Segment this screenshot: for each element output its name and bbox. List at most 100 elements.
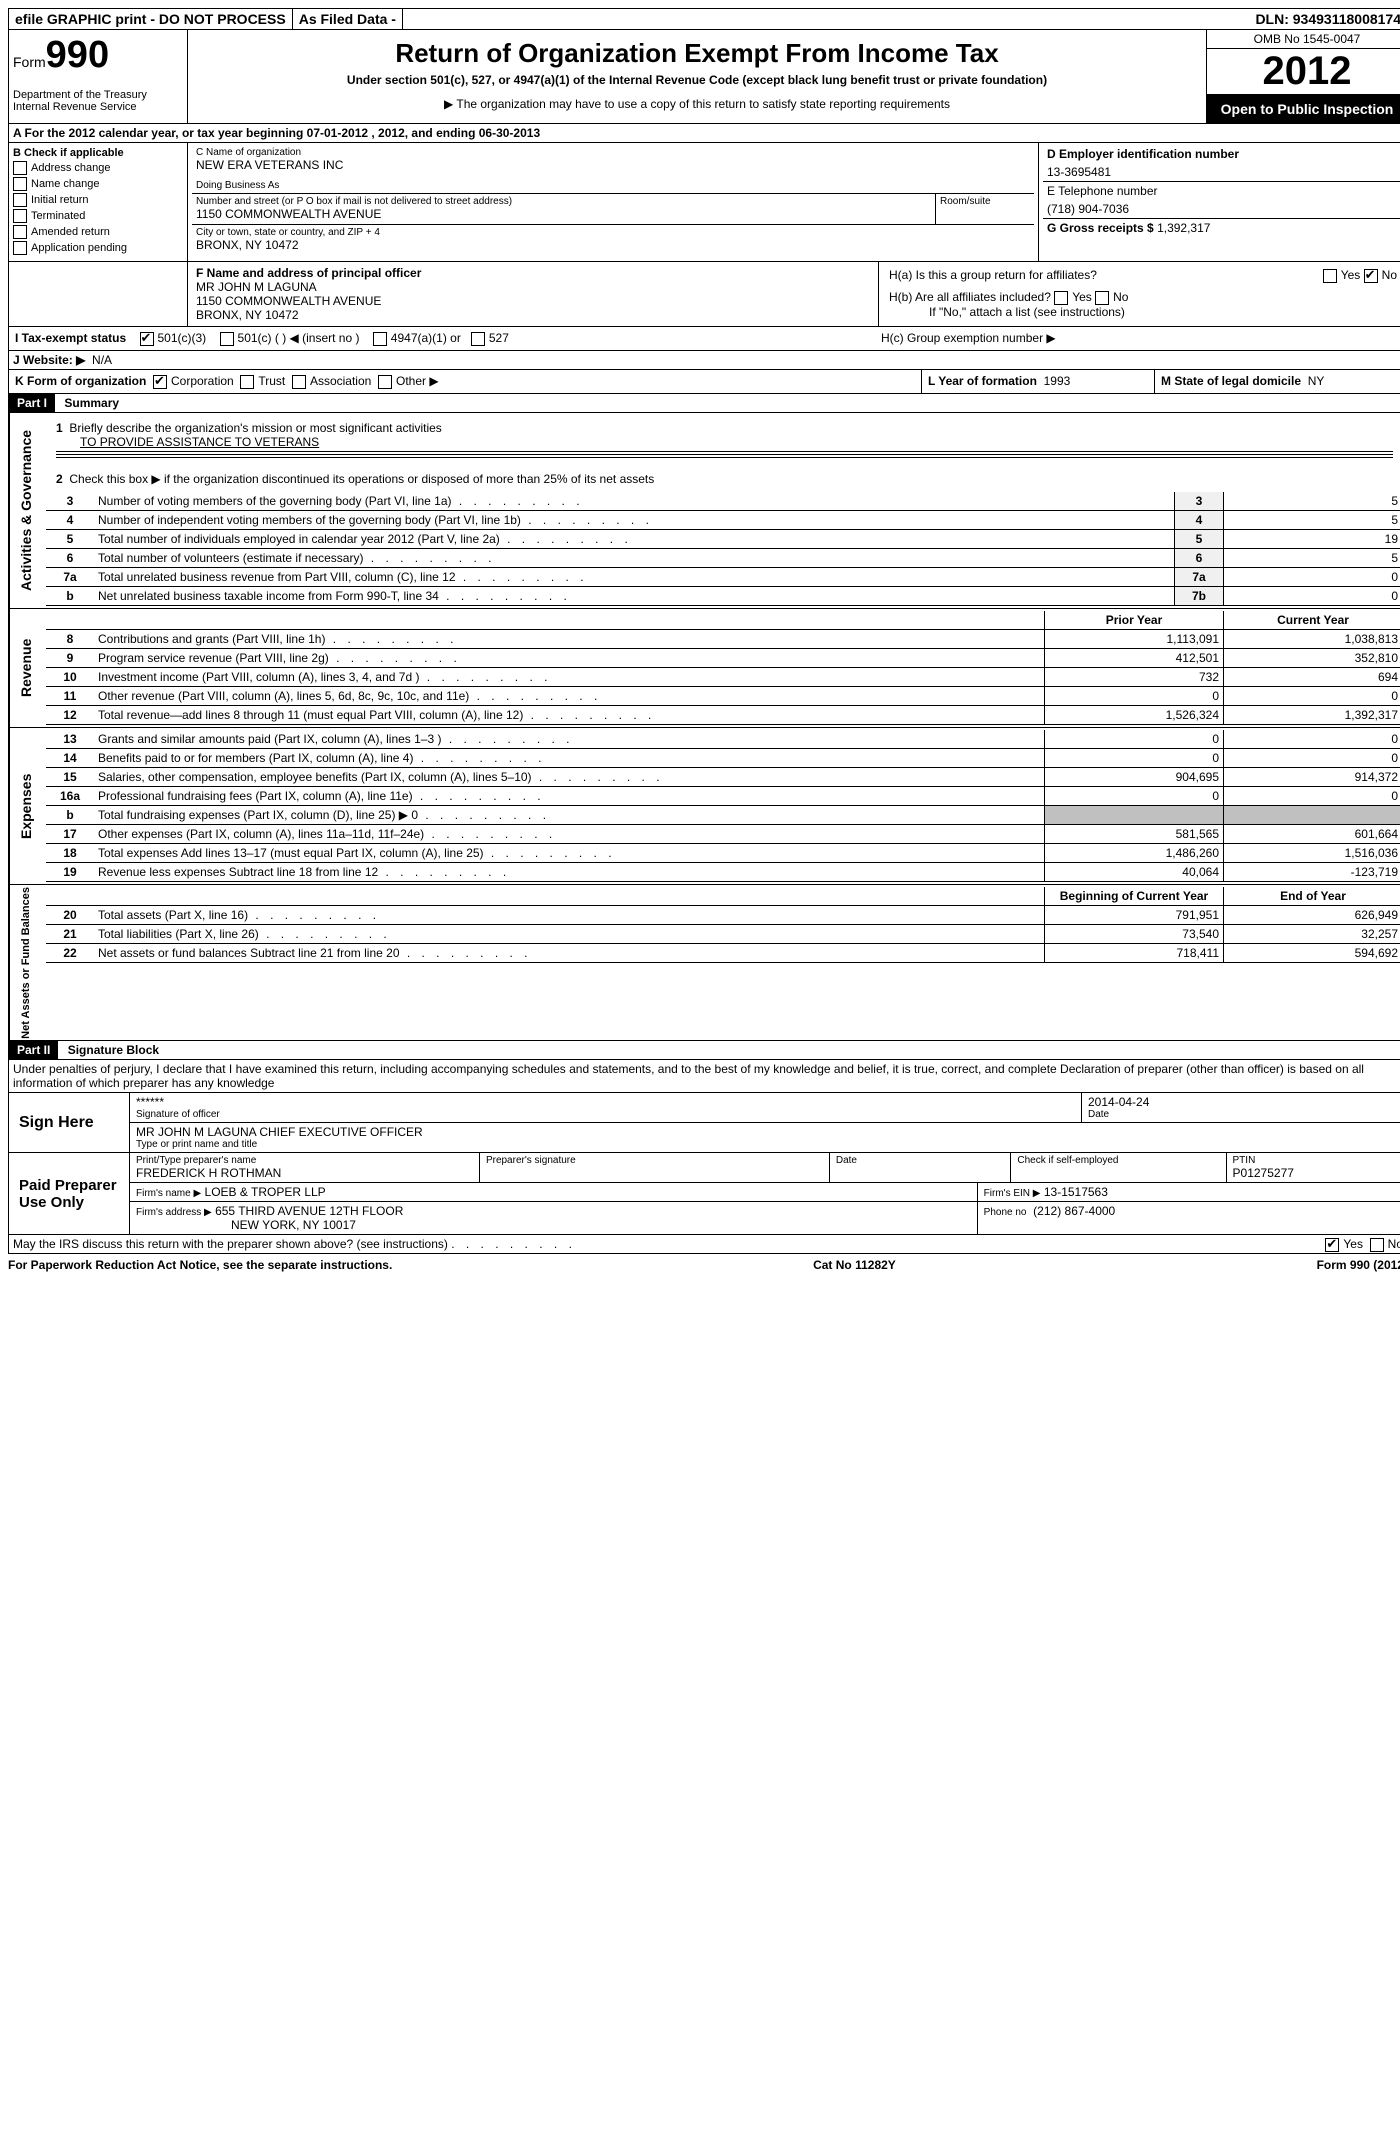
discuss-yes[interactable]	[1325, 1238, 1339, 1252]
form-number: 990	[46, 34, 109, 76]
table-row: 5Total number of individuals employed in…	[46, 529, 1400, 548]
discuss-no[interactable]	[1370, 1238, 1384, 1252]
org-name: NEW ERA VETERANS INC	[196, 158, 1030, 172]
self-emp: Check if self-employed	[1017, 1155, 1219, 1166]
rev-table: Prior Year Current Year 8Contributions a…	[46, 611, 1400, 725]
officer-city: BRONX, NY 10472	[196, 308, 870, 322]
line1-value: TO PROVIDE ASSISTANCE TO VETERANS	[80, 435, 319, 449]
section-k: K Form of organization Corporation Trust…	[9, 370, 921, 393]
firm-phone: (212) 867-4000	[1033, 1204, 1115, 1218]
tax-status-row: I Tax-exempt status 501(c)(3) 501(c) ( )…	[8, 327, 1400, 351]
summary-gov: Activities & Governance 1 Briefly descri…	[8, 413, 1400, 609]
table-row: bTotal fundraising expenses (Part IX, co…	[46, 805, 1400, 824]
check-name[interactable]: Name change	[13, 177, 183, 191]
entity-block: B Check if applicable Address change Nam…	[8, 143, 1400, 262]
check-terminated[interactable]: Terminated	[13, 209, 183, 223]
line-a: A For the 2012 calendar year, or tax yea…	[8, 124, 1400, 143]
header-left: Form990 Department of the Treasury Inter…	[9, 30, 188, 123]
summary-exp: Expenses 13Grants and similar amounts pa…	[8, 728, 1400, 885]
check-501c[interactable]	[220, 332, 234, 346]
top-bar: efile GRAPHIC print - DO NOT PROCESS As …	[8, 8, 1400, 30]
table-row: 8Contributions and grants (Part VIII, li…	[46, 629, 1400, 648]
check-trust[interactable]	[240, 375, 254, 389]
col-prior: Prior Year	[1045, 611, 1224, 630]
open-inspection: Open to Public Inspection	[1207, 95, 1400, 123]
line1-label: Briefly describe the organization's miss…	[69, 421, 441, 435]
firm-phone-label: Phone no	[984, 1207, 1027, 1218]
check-501c3[interactable]	[140, 332, 154, 346]
name-title-label: Type or print name and title	[136, 1139, 1400, 1150]
check-address[interactable]: Address change	[13, 161, 183, 175]
right-col-deg: D Employer identification number 13-3695…	[1038, 143, 1400, 261]
street-cell: Number and street (or P O box if mail is…	[192, 194, 1034, 225]
part1-badge: Part I	[9, 394, 55, 412]
firm-addr1: 655 THIRD AVENUE 12TH FLOOR	[215, 1204, 403, 1218]
ha-yes-check[interactable]	[1323, 269, 1337, 283]
part2-badge: Part II	[9, 1041, 58, 1059]
ha-no-check[interactable]	[1364, 269, 1378, 283]
officer-name: MR JOHN M LAGUNA	[196, 280, 870, 294]
table-row: 6Total number of volunteers (estimate if…	[46, 548, 1400, 567]
k-label: K Form of organization	[15, 374, 146, 388]
check-amended[interactable]: Amended return	[13, 225, 183, 239]
dept-label: Department of the Treasury	[13, 89, 183, 101]
header-mid: Return of Organization Exempt From Incom…	[188, 30, 1206, 123]
m-value: NY	[1308, 374, 1325, 388]
hb-no-check[interactable]	[1095, 291, 1109, 305]
tax-year: 2012	[1207, 49, 1400, 95]
section-l: L Year of formation 1993	[921, 370, 1155, 393]
table-row: 4Number of independent voting members of…	[46, 510, 1400, 529]
ptin-value: P01275277	[1233, 1166, 1400, 1180]
asfiled-label: As Filed Data -	[293, 9, 403, 29]
part1-title: Summary	[58, 394, 125, 412]
table-row: 15Salaries, other compensation, employee…	[46, 767, 1400, 786]
i-label: I Tax-exempt status	[15, 331, 126, 345]
name-title: MR JOHN M LAGUNA CHIEF EXECUTIVE OFFICER	[136, 1125, 1400, 1139]
sig-stars: ******	[136, 1095, 1075, 1109]
section-d: D Employer identification number 13-3695…	[1043, 145, 1400, 182]
side-gov: Activities & Governance	[9, 413, 42, 608]
section-e: E Telephone number (718) 904-7036	[1043, 182, 1400, 219]
hb-yes-check[interactable]	[1054, 291, 1068, 305]
section-b-label: B Check if applicable	[13, 147, 183, 159]
check-527[interactable]	[471, 332, 485, 346]
sig-date: 2014-04-24	[1088, 1095, 1400, 1109]
line2-label: Check this box ▶ if the organization dis…	[69, 472, 654, 486]
phone-value: (718) 904-7036	[1047, 202, 1399, 216]
exp-table: 13Grants and similar amounts paid (Part …	[46, 730, 1400, 882]
firm-name-label: Firm's name ▶	[136, 1188, 201, 1199]
part2-header: Part II Signature Block	[8, 1041, 1400, 1060]
firm-ein: 13-1517563	[1044, 1185, 1108, 1199]
check-4947[interactable]	[373, 332, 387, 346]
city-label: City or town, state or country, and ZIP …	[196, 227, 1030, 238]
prep-sig-label: Preparer's signature	[486, 1155, 823, 1166]
room-label: Room/suite	[940, 196, 1030, 207]
discuss-row: May the IRS discuss this return with the…	[8, 1235, 1400, 1254]
part2-title: Signature Block	[62, 1041, 165, 1059]
form-header: Form990 Department of the Treasury Inter…	[8, 30, 1400, 124]
dln-value: 93493118008174	[1293, 11, 1400, 27]
form-number-block: Form990	[13, 34, 183, 77]
klm-row: K Form of organization Corporation Trust…	[8, 370, 1400, 394]
table-row: 16aProfessional fundraising fees (Part I…	[46, 786, 1400, 805]
website-label: J Website: ▶	[13, 353, 85, 367]
check-corp[interactable]	[153, 375, 167, 389]
sign-here-label: Sign Here	[9, 1093, 130, 1152]
phone-label: E Telephone number	[1047, 184, 1399, 198]
header-right: OMB No 1545-0047 2012 Open to Public Ins…	[1206, 30, 1400, 123]
dba-label: Doing Business As	[196, 180, 1030, 191]
hb-note: If "No," attach a list (see instructions…	[889, 305, 1397, 319]
l-label: L Year of formation	[928, 374, 1037, 388]
section-j: J Website: ▶ N/A	[8, 351, 1400, 370]
table-row: 12Total revenue—add lines 8 through 11 (…	[46, 705, 1400, 724]
m-label: M State of legal domicile	[1161, 374, 1301, 388]
check-other[interactable]	[378, 375, 392, 389]
check-assoc[interactable]	[292, 375, 306, 389]
table-row: 18Total expenses Add lines 13–17 (must e…	[46, 843, 1400, 862]
street-value: 1150 COMMONWEALTH AVENUE	[196, 207, 931, 221]
check-pending[interactable]: Application pending	[13, 241, 183, 255]
hc-label: H(c) Group exemption number ▶	[881, 331, 1056, 345]
table-row: 3Number of voting members of the governi…	[46, 492, 1400, 511]
table-row: 14Benefits paid to or for members (Part …	[46, 748, 1400, 767]
check-initial[interactable]: Initial return	[13, 193, 183, 207]
